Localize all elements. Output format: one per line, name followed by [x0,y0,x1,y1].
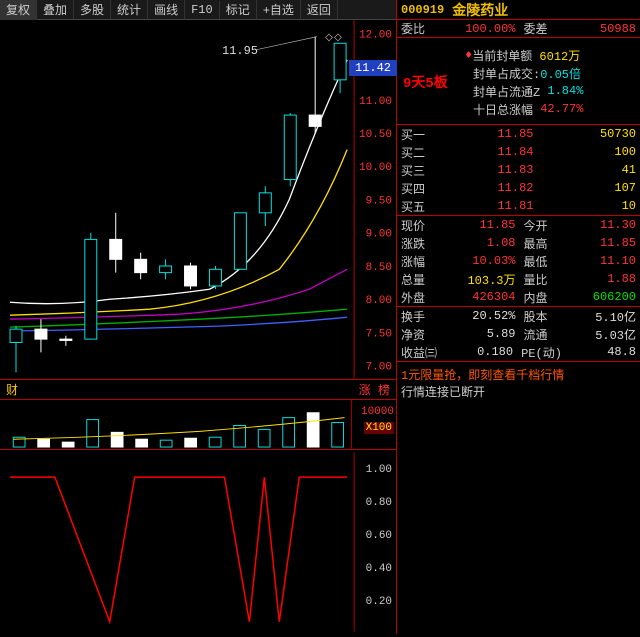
metric-row: 涨跌1.08最高11.85 [397,234,640,252]
svg-text:8.50: 8.50 [366,262,392,274]
indicator-chart[interactable]: 1.00 0.80 0.60 0.40 0.20 [0,450,396,634]
quote-panel: 000919 金陵药业 委比 100.00% 委差 50988 9天5板 ♦当前… [397,0,640,634]
toolbar-返回[interactable]: 返回 [301,0,338,20]
toolbar-多股[interactable]: 多股 [74,0,111,20]
stock-code: 000919 [401,3,444,17]
svg-text:7.00: 7.00 [366,362,392,374]
svg-text:10.00: 10.00 [359,162,392,174]
svg-text:9.00: 9.00 [366,229,392,241]
candlestick-chart[interactable]: 12.00 11.00 10.50 10.00 9.50 9.00 8.50 8.00 7.50… [0,20,396,380]
high-annotation: 11.95 [222,44,258,58]
status-right[interactable]: 涨 榜 [359,381,390,398]
message-box: 1元限量抢，即刻查看千档行情 行情连接已断开 [397,361,640,404]
vol-label-2: X100 [364,422,394,434]
metrics-section: 现价11.85今开11.30涨跌1.08最高11.85涨幅10.03%最低11.… [397,216,640,307]
chart-svg: 12.00 11.00 10.50 10.00 9.50 9.00 8.50 8.00 7.50… [0,20,396,379]
svg-text:11.00: 11.00 [359,96,392,108]
metric-row: 外盘426304内盘606200 [397,288,640,306]
bid-row: 买一11.8550730 [397,125,640,143]
toolbar-标记[interactable]: 标记 [220,0,257,20]
bid-row: 买三11.8341 [397,161,640,179]
svg-text:12.00: 12.00 [359,29,392,41]
svg-text:8.00: 8.00 [366,295,392,307]
board-tag: 9天5板 [403,72,448,92]
toolbar-+自选[interactable]: +自选 [257,0,301,20]
metric-row: 现价11.85今开11.30 [397,216,640,234]
metrics2-section: 换手20.52%股本5.10亿净资5.89流通5.03亿收益㈢0.180PE(动… [397,307,640,361]
promo-msg[interactable]: 1元限量抢，即刻查看千档行情 [401,366,636,383]
toolbar-叠加[interactable]: 叠加 [37,0,74,20]
status-left[interactable]: 财 [6,381,18,398]
stock-header: 000919 金陵药业 [397,0,640,20]
toolbar-复权[interactable]: 复权 [0,0,37,20]
toolbar-画线[interactable]: 画线 [148,0,185,20]
svg-text:◇: ◇ [325,32,333,43]
volume-chart[interactable]: 10000 X100 [0,400,396,450]
vol-label-1: 10000 [361,406,394,418]
svg-text:9.50: 9.50 [366,195,392,207]
metric-row: 总量103.3万量比1.88 [397,270,640,288]
metric-row: 涨幅10.03%最低11.10 [397,252,640,270]
bid-row: 买五11.8110 [397,197,640,215]
seal-info: 9天5板 ♦当前封单额 6012万 封单占成交:0.05倍 封单占流通Z 1.8… [397,38,640,125]
stock-name: 金陵药业 [452,0,508,20]
svg-text:1.00: 1.00 [366,464,392,476]
metric-row: 换手20.52%股本5.10亿 [397,307,640,325]
svg-text:0.80: 0.80 [366,497,392,509]
svg-text:◇: ◇ [334,32,342,43]
svg-text:0.40: 0.40 [366,563,392,575]
svg-text:0.60: 0.60 [366,530,392,542]
conn-msg: 行情连接已断开 [401,383,636,400]
bids-section: 买一11.8550730买二11.84100买三11.8341买四11.8210… [397,125,640,216]
svg-text:10.50: 10.50 [359,129,392,141]
bid-row: 买四11.82107 [397,179,640,197]
svg-text:7.50: 7.50 [366,328,392,340]
bid-row: 买二11.84100 [397,143,640,161]
toolbar-统计[interactable]: 统计 [111,0,148,20]
toolbar: 复权叠加多股统计画线F10标记+自选返回 [0,0,396,20]
status-row: 财 涨 榜 [0,380,396,400]
metric-row: 净资5.89流通5.03亿 [397,325,640,343]
wei-row: 委比 100.00% 委差 50988 [397,20,640,38]
metric-row: 收益㈢0.180PE(动)48.8 [397,343,640,361]
svg-text:0.20: 0.20 [366,596,392,608]
toolbar-F10[interactable]: F10 [185,1,220,19]
current-price-badge: 11.42 [349,60,397,76]
